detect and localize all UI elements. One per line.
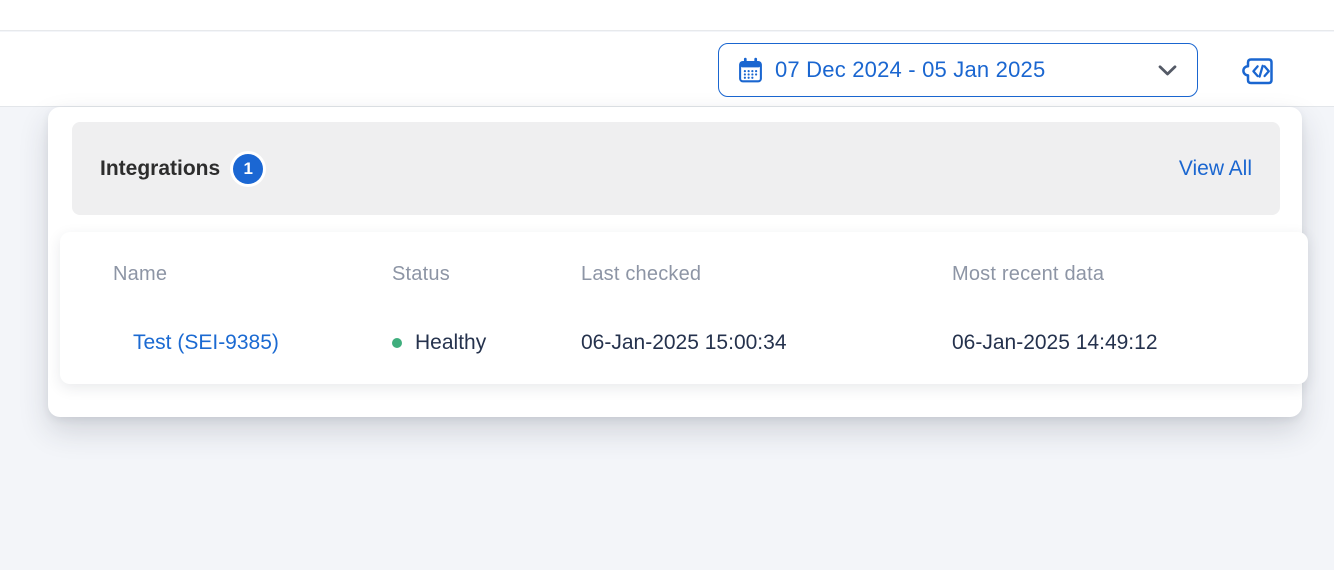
integration-name-link[interactable]: Test (SEI-9385): [133, 331, 279, 354]
status-label: Healthy: [415, 331, 487, 354]
integrations-popover-header: Integrations 1 View All: [72, 122, 1280, 215]
most-recent-data-value: 06-Jan-2025 14:49:12: [952, 331, 1158, 354]
table-row: Test (SEI-9385) Healthy 06-Jan-2025 15:0…: [60, 331, 1308, 355]
column-header-most-recent-data: Most recent data: [952, 263, 1105, 285]
date-range-picker-button[interactable]: 07 Dec 2024 - 05 Jan 2025: [718, 43, 1198, 97]
date-range-label: 07 Dec 2024 - 05 Jan 2025: [775, 57, 1046, 82]
column-header-last-checked: Last checked: [581, 263, 702, 285]
code-widget-icon: [1242, 58, 1273, 85]
calendar-icon: [739, 57, 762, 82]
table-header-row: Name Status Last checked Most recent dat…: [60, 263, 1308, 286]
code-widget-button[interactable]: [1238, 50, 1280, 92]
status-cell: Healthy: [392, 331, 581, 355]
integrations-popover: Integrations 1 View All Name Status Last…: [48, 107, 1308, 417]
integrations-title: Integrations: [100, 156, 221, 180]
chevron-down-icon: [1158, 64, 1177, 75]
last-checked-value: 06-Jan-2025 15:00:34: [581, 331, 787, 354]
healthy-dot: [392, 338, 402, 348]
integrations-table-card: Name Status Last checked Most recent dat…: [60, 232, 1308, 384]
column-header-status: Status: [392, 263, 450, 285]
column-header-name: Name: [113, 263, 168, 285]
integrations-count-badge: 1: [233, 153, 264, 184]
top-strip: [0, 0, 1334, 31]
view-all-link[interactable]: View All: [1178, 156, 1252, 180]
